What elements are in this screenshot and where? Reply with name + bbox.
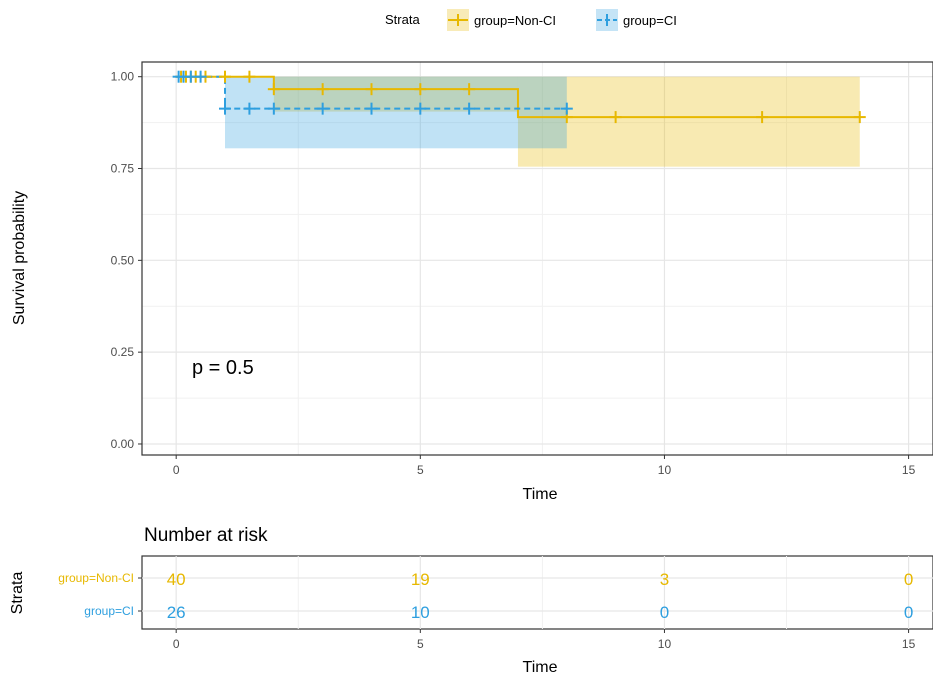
risk-x-tick-label: 10 [658, 637, 672, 651]
risk-x-axis-ticks: 0 5 10 15 [173, 629, 916, 651]
risk-table: Number at risk group=Non-CI 40 19 3 0 group=C… [9, 525, 933, 676]
legend-entry-label: group=Non-CI [474, 13, 556, 28]
risk-table-panel [141, 555, 933, 630]
risk-table-rows: group=Non-CI 40 19 3 0 group=CI 26 10 0 0 [58, 570, 913, 622]
risk-count: 0 [904, 603, 913, 622]
y-tick-label: 1.00 [111, 70, 135, 84]
legend: Strata group=Non-CI group=CI [385, 9, 677, 31]
legend-title: Strata [385, 12, 420, 27]
censor-marks [172, 70, 866, 124]
risk-count: 26 [167, 603, 186, 622]
risk-x-tick-label: 15 [902, 637, 916, 651]
y-tick-label: 0.75 [111, 162, 135, 176]
x-tick-label: 10 [658, 463, 672, 477]
x-tick-label: 5 [417, 463, 424, 477]
survival-plot: 0 5 10 15 0.00 0.25 0.50 0.75 1.00 p = 0.5 Time… [11, 61, 933, 503]
risk-row-label: group=CI [84, 604, 134, 618]
risk-count: 0 [660, 603, 669, 622]
risk-x-tick-label: 0 [173, 637, 180, 651]
risk-count: 3 [660, 570, 669, 589]
x-axis-title: Time [523, 486, 558, 503]
risk-count: 10 [411, 603, 430, 622]
legend-entry-label: group=CI [623, 13, 677, 28]
survival-curve [176, 75, 860, 119]
x-tick-label: 15 [902, 463, 916, 477]
plot-border [141, 61, 933, 456]
y-axis-ticks: 0.00 0.25 0.50 0.75 1.00 [111, 70, 142, 451]
risk-table-title: Number at risk [144, 525, 268, 546]
risk-count: 19 [411, 570, 430, 589]
ci-band [225, 76, 567, 149]
risk-y-axis-title: Strata [9, 572, 26, 615]
plot-panel [142, 62, 933, 455]
risk-count: 40 [167, 570, 186, 589]
y-tick-label: 0.50 [111, 253, 135, 267]
grid [142, 62, 933, 455]
y-axis-title: Survival probability [11, 191, 28, 325]
p-value-annotation: p = 0.5 [192, 357, 254, 379]
ci-band [273, 76, 518, 112]
risk-x-tick-label: 5 [417, 637, 424, 651]
risk-x-axis-title: Time [523, 659, 558, 676]
x-tick-label: 0 [173, 463, 180, 477]
risk-row-label: group=Non-CI [58, 571, 134, 585]
ci-band [517, 76, 860, 167]
x-axis-ticks: 0 5 10 15 [173, 455, 916, 477]
y-tick-label: 0.25 [111, 345, 135, 359]
y-tick-label: 0.00 [111, 437, 135, 451]
risk-count: 0 [904, 570, 913, 589]
risk-table-grid [142, 556, 933, 629]
